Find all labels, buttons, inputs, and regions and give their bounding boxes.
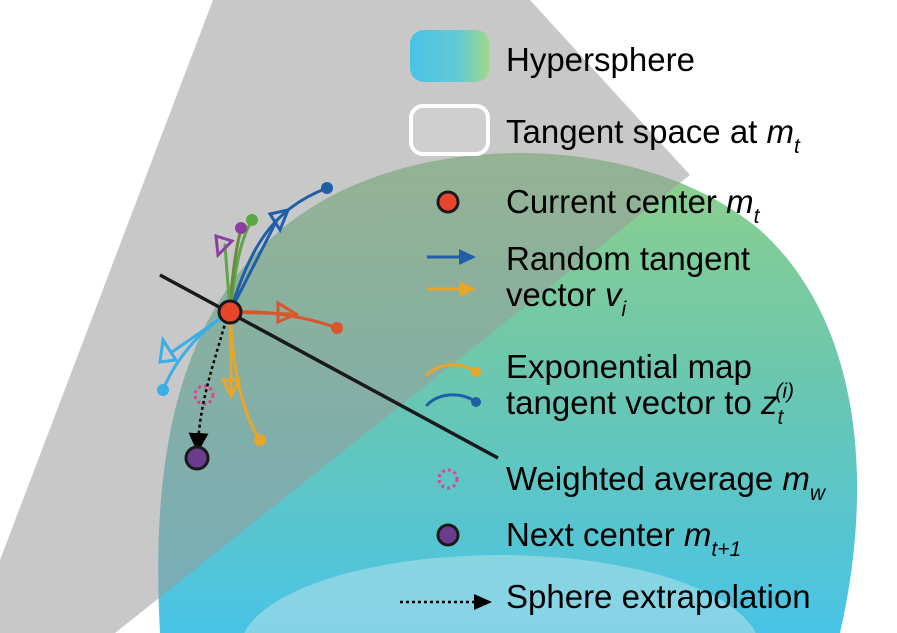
legend-label-current-center: Current center mt [506,183,761,228]
legend-icon-exp-map-curves [425,363,481,407]
legend-label-next-center: Next center mt+1 [506,516,741,561]
legend-label-hypersphere: Hypersphere [506,41,695,78]
legend-label-exp-map-1: Exponential map [506,348,752,385]
next-center-marker [184,445,210,471]
arrowhead-yellow-1 [220,378,242,400]
endpoint-dot-green [246,214,258,226]
arrowhead-blue-1 [267,207,291,234]
arrowhead-red-1 [276,300,300,325]
legend-label-random-tangent-2: vector vi [506,276,628,321]
legend-swatch-tangent-space [409,104,490,156]
legend-label-weighted-average: Weighted average mw [506,460,827,505]
arrowhead-purple-1 [214,233,235,259]
endpoint-dot-yellow [254,434,266,446]
legend-label-random-tangent-1: Random tangent [506,240,750,277]
legend-icon-next-center [436,523,460,547]
tangent-vector-yellow-1 [228,310,233,392]
endpoint-dot-purple [235,222,247,234]
tangent-line [159,273,499,460]
legend-label-extrapolation: Sphere extrapolation [506,578,811,615]
extrapolation-path [188,319,228,453]
current-center-marker [217,299,243,325]
endpoint-dots [157,182,343,446]
tangent-vectors [158,186,339,442]
legend-label-tangent-space: Tangent space at mt [506,113,801,158]
legend-icon-extrapolation-arrow [400,594,492,610]
legend-label-exp-map-2: tangent vector to zt(i) [506,380,794,429]
legend-swatch-hypersphere [410,30,490,82]
legend-icon-weighted-average [437,468,459,490]
arrowhead-lightblue-1 [158,335,179,364]
endpoint-dot-blue [321,182,333,194]
legend-icon-current-center [436,190,460,214]
sphere-inner-cap [240,555,760,633]
tangent-vector-blue-1 [228,218,279,314]
legend: Hypersphere Tangent space at mt Current … [400,30,827,615]
tangent-plane [0,0,690,633]
exp-map-curve-blue-1 [228,186,329,314]
legend-icon-tangent-arrows [427,249,476,297]
endpoint-dot-lightblue [157,384,169,396]
endpoint-dot-red [331,322,343,334]
